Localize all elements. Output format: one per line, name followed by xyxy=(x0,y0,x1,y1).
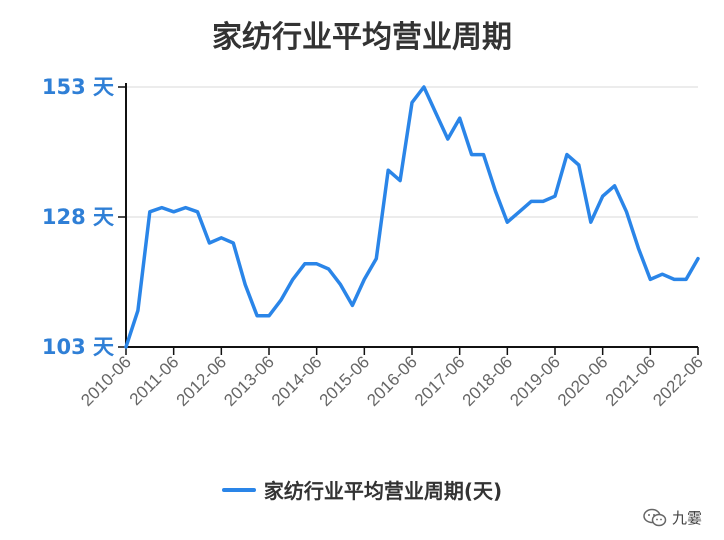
x-tick-label: 2020-06 xyxy=(554,352,612,410)
y-tick-label: 153 天 xyxy=(42,75,115,99)
x-tick-label: 2017-06 xyxy=(411,352,469,410)
watermark: 九霎 xyxy=(643,507,702,528)
series-line xyxy=(124,85,700,349)
watermark-text: 九霎 xyxy=(671,509,702,527)
x-tick-label: 2021-06 xyxy=(602,352,660,410)
x-tick-label: 2011-06 xyxy=(126,352,183,409)
y-tick-label: 128 天 xyxy=(42,205,115,229)
x-tick-label: 2010-06 xyxy=(77,352,135,410)
wechat-icon xyxy=(643,508,667,526)
x-tick-label: 2018-06 xyxy=(459,352,517,410)
line-chart: 103 天 128 天 153 天 2010-062011-062012-062013… xyxy=(42,75,707,410)
chart-title: 家纺行业平均营业周期 xyxy=(212,20,512,55)
y-tick-label: 103 天 xyxy=(42,335,115,359)
x-tick-label: 2022-06 xyxy=(649,352,707,410)
legend[interactable]: 家纺行业平均营业周期(天) xyxy=(0,475,724,504)
x-tick-label: 2013-06 xyxy=(220,352,278,410)
legend-line-swatch xyxy=(221,487,256,492)
x-tick-label: 2015-06 xyxy=(316,352,374,410)
legend-label: 家纺行业平均营业周期(天) xyxy=(263,479,503,503)
x-tick-label: 2019-06 xyxy=(506,352,564,410)
x-tick-label: 2016-06 xyxy=(363,352,421,410)
x-tick-label: 2014-06 xyxy=(268,352,326,410)
x-tick-label: 2012-06 xyxy=(173,352,231,410)
